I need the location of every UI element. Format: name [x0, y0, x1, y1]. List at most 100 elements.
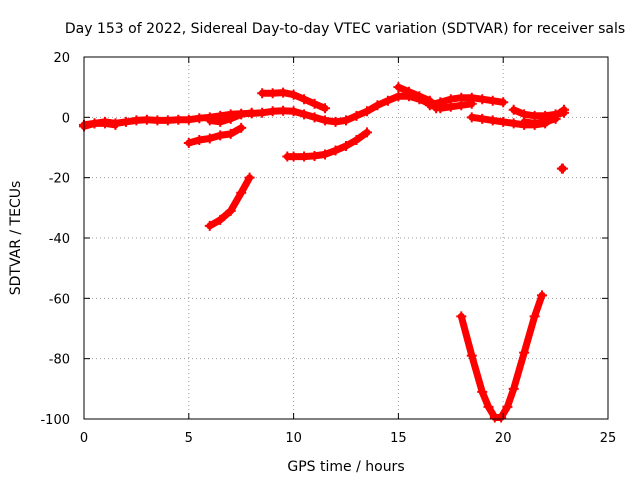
data-point	[519, 116, 530, 127]
data-point	[120, 116, 131, 127]
data-point	[183, 137, 194, 148]
data-point	[456, 100, 467, 111]
data-point	[466, 350, 477, 361]
data-point	[403, 86, 414, 97]
data-point	[299, 109, 310, 120]
data-point	[361, 127, 372, 138]
data-point	[288, 151, 299, 162]
data-point	[278, 105, 289, 116]
data-point	[299, 151, 310, 162]
data-point	[299, 94, 310, 105]
data-point	[183, 114, 194, 125]
data-series	[79, 91, 435, 130]
data-point	[204, 115, 215, 126]
data-series	[79, 118, 121, 132]
data-point	[152, 115, 163, 126]
data-series	[435, 98, 477, 114]
x-tick-label: 10	[285, 431, 302, 446]
data-point	[89, 118, 100, 129]
data-point	[466, 112, 477, 123]
data-point	[477, 386, 488, 397]
data-point	[309, 98, 320, 109]
y-tick-label: -40	[49, 232, 70, 247]
data-point	[204, 133, 215, 144]
data-point	[557, 163, 568, 174]
data-point	[194, 113, 205, 124]
axis-ticks	[83, 56, 609, 420]
data-point	[508, 118, 519, 129]
data-point	[351, 110, 362, 121]
data-point	[162, 115, 173, 126]
y-tick-label: 0	[62, 111, 70, 126]
data-point	[540, 116, 551, 127]
series-layer	[79, 82, 569, 423]
data-point	[267, 88, 278, 99]
data-point	[257, 107, 268, 118]
y-tick-label: -100	[40, 413, 70, 428]
series-trace	[520, 115, 560, 127]
data-point	[288, 106, 299, 117]
data-point	[215, 116, 226, 127]
data-series	[282, 127, 372, 162]
data-point	[477, 94, 488, 105]
data-point	[487, 95, 498, 106]
data-point	[508, 104, 519, 115]
x-tick-labels: 0 5 10 15 20 25	[80, 431, 616, 446]
series-trace	[436, 100, 476, 112]
data-point	[320, 103, 331, 114]
data-point	[519, 347, 530, 358]
y-axis-label: SDTVAR / TECUs	[8, 181, 24, 296]
data-point	[236, 187, 247, 198]
data-point	[194, 134, 205, 145]
y-tick-label: -60	[49, 292, 70, 307]
data-point	[536, 290, 547, 301]
data-point	[131, 115, 142, 126]
data-point	[529, 118, 540, 129]
x-tick-label: 5	[185, 431, 193, 446]
data-series	[183, 122, 247, 148]
data-point	[529, 311, 540, 322]
data-point	[173, 114, 184, 125]
data-point	[225, 128, 236, 139]
data-point	[508, 383, 519, 394]
series-trace	[80, 92, 434, 129]
data-point	[550, 113, 561, 124]
data-point	[267, 106, 278, 117]
data-point	[99, 118, 110, 129]
data-series	[204, 172, 255, 231]
data-point	[487, 115, 498, 126]
data-point	[215, 214, 226, 225]
data-point	[351, 134, 362, 145]
data-point	[498, 116, 509, 127]
grid-lines	[84, 57, 608, 419]
data-point	[393, 91, 404, 102]
series-trace	[206, 174, 254, 230]
data-point	[424, 100, 435, 111]
data-point	[445, 101, 456, 112]
chart-title: Day 153 of 2022, Sidereal Day-to-day VTE…	[65, 21, 625, 37]
data-point	[225, 113, 236, 124]
data-point	[244, 172, 255, 183]
data-point	[320, 115, 331, 126]
data-point	[382, 95, 393, 106]
data-point	[341, 140, 351, 151]
data-series	[556, 163, 568, 174]
data-point	[110, 119, 121, 130]
data-series	[204, 107, 257, 127]
data-point	[330, 116, 341, 127]
data-point	[466, 98, 477, 109]
data-point	[330, 145, 341, 156]
data-point	[496, 412, 507, 423]
data-point	[215, 130, 226, 141]
data-point	[435, 103, 446, 114]
data-point	[141, 114, 152, 125]
x-axis-label: GPS time / hours	[287, 459, 404, 475]
data-point	[483, 401, 494, 412]
series-trace	[80, 119, 119, 130]
series-trace	[283, 128, 371, 161]
data-point	[477, 113, 488, 124]
y-tick-label: -20	[49, 172, 70, 187]
data-point	[278, 87, 289, 98]
x-tick-label: 20	[495, 431, 512, 446]
